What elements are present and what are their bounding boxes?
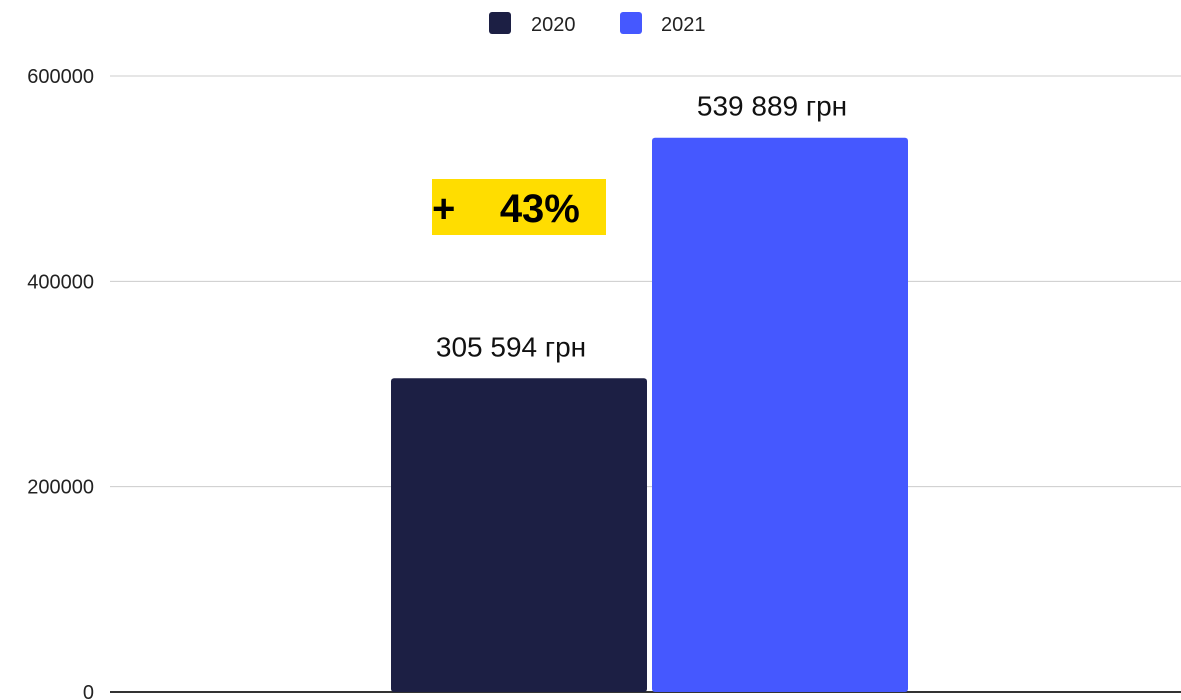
gridlines: [110, 75, 1181, 693]
data-labels: 305 594 грн 539 889 грн: [381, 83, 902, 369]
y-tick-label: 600000: [27, 66, 94, 88]
data-label-backing: [381, 324, 641, 369]
data-label-2020: 305 594 грн: [436, 331, 586, 362]
data-label-2021: 539 889 грн: [697, 91, 847, 122]
growth-annotation: + 43%: [432, 179, 606, 235]
bars: [391, 137, 908, 692]
y-tick-label: 200000: [27, 477, 94, 499]
legend-label-2020: 2020: [531, 14, 576, 36]
data-label-backing: [642, 83, 902, 128]
legend-swatch-2020: [489, 12, 511, 34]
annotation-highlight: [432, 179, 606, 235]
bar-2021: [652, 137, 908, 692]
y-tick-label: 0: [83, 682, 94, 700]
legend-label-2021: 2021: [661, 14, 706, 36]
annotation-text: + 43%: [432, 187, 580, 231]
y-tick-label: 400000: [27, 271, 94, 293]
legend-swatch-2021: [620, 12, 642, 34]
bar-2020: [391, 378, 647, 692]
y-axis: 0 200000 400000 600000: [27, 66, 94, 700]
legend: 2020 2021: [489, 12, 706, 36]
